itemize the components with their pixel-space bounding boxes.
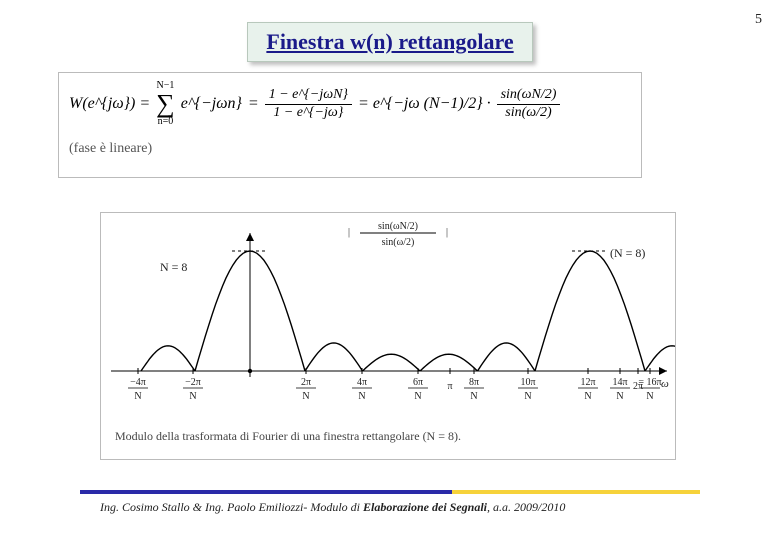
svg-text:π: π	[447, 381, 452, 392]
svg-text:N: N	[134, 391, 141, 402]
svg-text:N: N	[584, 391, 591, 402]
sum-body: e^{−jωn}	[181, 95, 242, 113]
fraction-2: sin(ωN/2) sin(ω/2)	[497, 87, 561, 120]
footer-text: Ing. Cosimo Stallo & Ing. Paolo Emiliozz…	[100, 500, 565, 515]
fraction-1: 1 − e^{−jωN} 1 − e^{−jω}	[265, 87, 352, 120]
svg-text:N: N	[470, 391, 477, 402]
svg-text:N: N	[358, 391, 365, 402]
frac2-den: sin(ω/2)	[501, 105, 555, 121]
svg-text:N: N	[302, 391, 309, 402]
svg-text:N: N	[414, 391, 421, 402]
svg-text:14π: 14π	[612, 377, 627, 388]
title-container: Finestra w(n) rettangolare	[0, 0, 780, 62]
frac1-num: 1 − e^{−jωN}	[265, 87, 352, 104]
svg-text:sin(ω/2): sin(ω/2)	[382, 237, 415, 248]
plot-caption: Modulo della trasformata di Fourier di u…	[101, 421, 675, 444]
summation: N−1 ∑ n=0	[156, 81, 175, 127]
svg-text:−2π: −2π	[185, 377, 201, 388]
frac2-num: sin(ωN/2)	[497, 87, 561, 104]
plot-svg: N = 8 (N = 8) | sin(ωN/2) sin(ω/2) | −4π N −2π N 2…	[101, 213, 675, 421]
svg-text:N: N	[616, 391, 623, 402]
formula-box: W(e^{jω}) = N−1 ∑ n=0 e^{−jωn} = 1 − e^{…	[58, 72, 642, 178]
sigma-icon: ∑	[156, 91, 175, 117]
footer-year: , a.a. 2009/2010	[487, 500, 565, 514]
svg-text:8π: 8π	[469, 377, 479, 388]
svg-text:ω: ω	[661, 378, 669, 390]
rule-yellow	[452, 490, 700, 494]
svg-text:|: |	[348, 227, 350, 238]
formula-equation: W(e^{jω}) = N−1 ∑ n=0 e^{−jωn} = 1 − e^{…	[69, 81, 631, 127]
svg-text:N: N	[189, 391, 196, 402]
sum-lower: n=0	[158, 117, 174, 127]
svg-text:2π: 2π	[301, 377, 311, 388]
svg-text:N: N	[646, 391, 653, 402]
page-title: Finestra w(n) rettangolare	[247, 22, 532, 62]
svg-text:−4π: −4π	[130, 377, 146, 388]
svg-text:N = 8: N = 8	[160, 260, 187, 274]
equals-1: =	[248, 95, 259, 113]
svg-text:4π: 4π	[357, 377, 367, 388]
svg-text:10π: 10π	[520, 377, 535, 388]
footer-rule	[80, 490, 700, 494]
frac1-den: 1 − e^{−jω}	[269, 105, 347, 121]
svg-text:|: |	[446, 227, 448, 238]
rule-blue	[80, 490, 452, 494]
svg-text:= 16π: = 16π	[638, 377, 661, 388]
svg-text:N: N	[524, 391, 531, 402]
formula-lhs: W(e^{jω}) =	[69, 95, 150, 113]
plot-box: N = 8 (N = 8) | sin(ωN/2) sin(ω/2) | −4π N −2π N 2…	[100, 212, 676, 460]
footer-course: Elaborazione dei Segnali	[363, 500, 487, 514]
page-number: 5	[755, 12, 762, 28]
svg-text:6π: 6π	[413, 377, 423, 388]
svg-text:(N = 8): (N = 8)	[610, 246, 645, 260]
mid-factor: = e^{−jω (N−1)/2} ·	[358, 95, 491, 113]
svg-text:12π: 12π	[580, 377, 595, 388]
phase-note: (fase è lineare)	[69, 141, 631, 157]
footer-authors: Ing. Cosimo Stallo & Ing. Paolo Emiliozz…	[100, 500, 363, 514]
svg-text:sin(ωN/2): sin(ωN/2)	[378, 221, 418, 232]
